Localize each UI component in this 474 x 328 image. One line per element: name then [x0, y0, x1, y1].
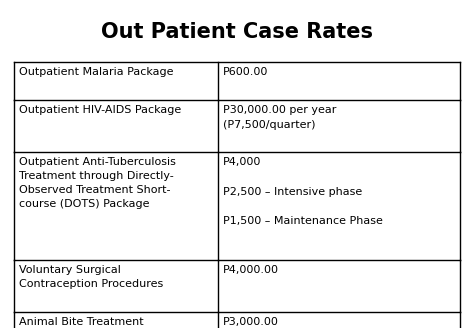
Text: Outpatient Malaria Package: Outpatient Malaria Package: [19, 67, 173, 77]
Text: P3,000.00: P3,000.00: [223, 317, 279, 327]
Text: P4,000.00: P4,000.00: [223, 265, 279, 275]
Text: Voluntary Surgical
Contraception Procedures: Voluntary Surgical Contraception Procedu…: [19, 265, 163, 289]
Text: Animal Bite Treatment
Package: Animal Bite Treatment Package: [19, 317, 144, 328]
Text: P30,000.00 per year
(P7,500/quarter): P30,000.00 per year (P7,500/quarter): [223, 105, 337, 130]
Text: P600.00: P600.00: [223, 67, 268, 77]
Text: Outpatient HIV-AIDS Package: Outpatient HIV-AIDS Package: [19, 105, 181, 115]
Text: Out Patient Case Rates: Out Patient Case Rates: [101, 22, 373, 42]
Text: Outpatient Anti-Tuberculosis
Treatment through Directly-
Observed Treatment Shor: Outpatient Anti-Tuberculosis Treatment t…: [19, 157, 176, 209]
Text: P4,000

P2,500 – Intensive phase

P1,500 – Maintenance Phase: P4,000 P2,500 – Intensive phase P1,500 –…: [223, 157, 383, 226]
